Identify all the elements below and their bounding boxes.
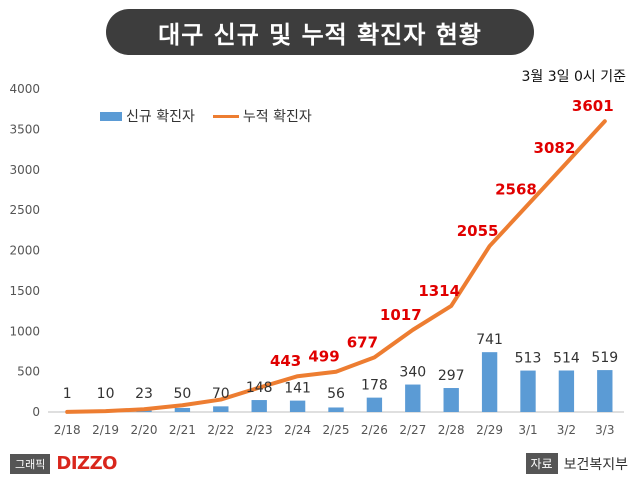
x-tick-label: 2/28	[438, 423, 465, 437]
y-tick-label: 500	[17, 365, 40, 379]
x-tick-label: 2/29	[476, 423, 503, 437]
bar	[443, 388, 459, 412]
y-tick-label: 3500	[9, 122, 40, 136]
bar	[328, 407, 344, 412]
bar	[558, 370, 575, 412]
y-tick-label: 1500	[9, 284, 40, 298]
bar-value-label: 513	[515, 351, 542, 367]
line-value-label: 3601	[572, 97, 614, 115]
bar	[289, 400, 306, 412]
legend-label-new: 신규 확진자	[126, 109, 195, 125]
source-tag: 자료	[525, 453, 558, 474]
line-value-label: 2568	[495, 181, 537, 199]
x-tick-label: 2/24	[284, 423, 311, 437]
source: 자료 보건복지부	[525, 453, 628, 474]
y-tick-label: 4000	[9, 82, 40, 96]
cumulative-line	[65, 119, 607, 414]
x-tick-label: 3/2	[557, 423, 576, 437]
x-tick-label: 3/3	[595, 423, 614, 437]
legend-item-new: 신규 확진자	[100, 106, 195, 126]
line-value-label: 3082	[534, 139, 576, 157]
bar-value-label: 1	[63, 386, 72, 402]
x-tick-label: 2/27	[399, 423, 426, 437]
x-tick-label: 2/22	[207, 423, 234, 437]
date-note: 3월 3일 0시 기준	[521, 69, 626, 85]
x-tick-label: 2/25	[323, 423, 350, 437]
bar	[597, 370, 613, 412]
bar-value-label: 297	[438, 368, 465, 384]
bar-value-label: 148	[246, 380, 273, 396]
x-tick-label: 2/19	[92, 423, 119, 437]
legend-item-cumulative: 누적 확진자	[212, 106, 312, 126]
x-tick-label: 3/1	[518, 423, 537, 437]
legend: 신규 확진자 누적 확진자	[100, 106, 330, 126]
bar-value-label: 340	[399, 365, 426, 381]
line-value-label: 499	[308, 348, 339, 366]
y-tick-label: 2500	[9, 203, 40, 217]
legend-label-cumulative: 누적 확진자	[242, 109, 312, 125]
credit: 그래픽 DIZZO	[10, 453, 117, 474]
bar-value-label: 178	[361, 378, 388, 394]
x-tick-label: 2/21	[169, 423, 196, 437]
line-value-label: 2055	[457, 222, 499, 240]
bar-value-label: 519	[591, 350, 618, 366]
x-tick-label: 2/18	[54, 423, 81, 437]
bar-value-label: 10	[97, 386, 115, 402]
legend-bar-swatch	[100, 111, 122, 121]
source-name: 보건복지부	[563, 456, 628, 473]
bar-value-label: 141	[284, 381, 311, 397]
bar-value-label: 70	[212, 386, 230, 402]
bar-value-label: 56	[327, 386, 345, 402]
credit-tag: 그래픽	[10, 453, 51, 474]
bar	[213, 406, 229, 412]
bar	[366, 397, 383, 412]
bar-value-label: 50	[173, 386, 191, 402]
line-value-label: 1017	[380, 306, 422, 324]
bar	[520, 370, 536, 412]
bar	[405, 384, 421, 412]
y-tick-label: 3000	[9, 163, 40, 177]
x-tick-label: 2/23	[246, 423, 273, 437]
bar-value-label: 741	[476, 332, 503, 348]
line-value-label: 677	[347, 333, 378, 351]
chart-title: 대구 신규 및 누적 확진자 현황	[106, 9, 534, 55]
bar-value-label: 514	[553, 350, 580, 366]
bar	[251, 400, 267, 412]
x-tick-label: 2/20	[131, 423, 158, 437]
bar	[481, 352, 498, 412]
line-value-label: 443	[270, 352, 301, 370]
bar-value-label: 23	[135, 386, 153, 402]
y-tick-label: 0	[32, 405, 40, 419]
y-tick-label: 2000	[9, 244, 40, 258]
bar	[174, 407, 191, 412]
x-tick-label: 2/26	[361, 423, 388, 437]
y-tick-label: 1000	[9, 324, 40, 338]
brand-logo: DIZZO	[56, 453, 117, 474]
legend-line-swatch	[212, 114, 239, 118]
line-value-label: 1314	[418, 282, 460, 300]
